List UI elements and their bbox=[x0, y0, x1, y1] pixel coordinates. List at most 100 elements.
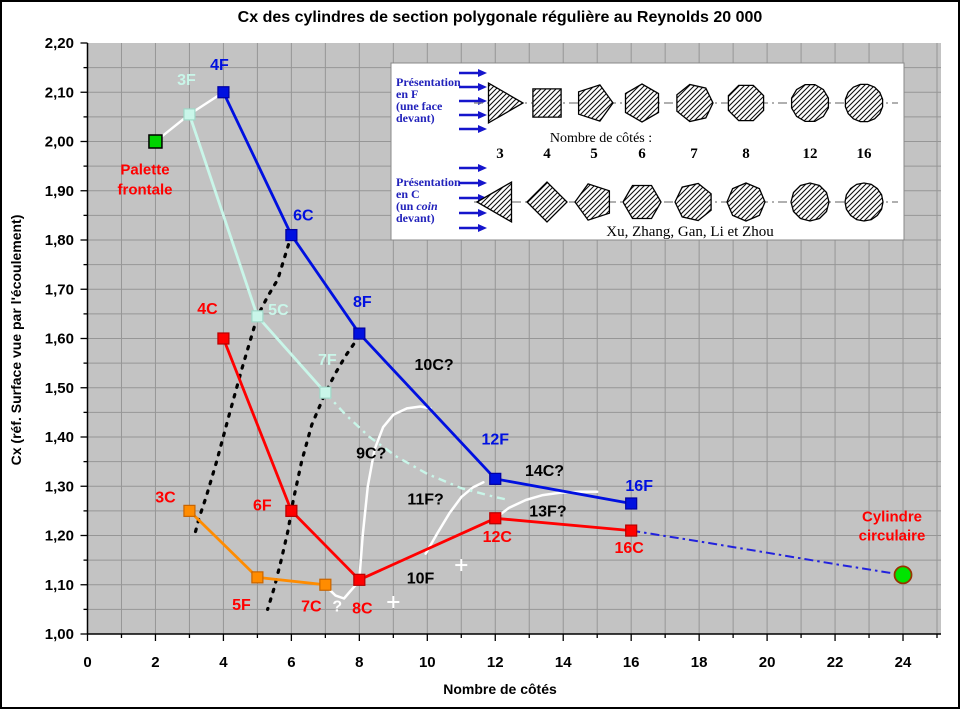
y-tick-labels: 2,20 2,10 2,00 1,90 1,80 1,70 1,60 1,50 1,40 1,30… bbox=[45, 35, 74, 643]
annotation-?: ? bbox=[332, 598, 342, 615]
chart-title: Cx des cylindres de section polygonale r… bbox=[237, 9, 763, 26]
label-3F: 3F bbox=[177, 72, 196, 89]
label-16C: 16C bbox=[615, 540, 645, 557]
label-5C: 5C bbox=[268, 302, 289, 319]
inset-f-label-line: devant) bbox=[396, 111, 435, 125]
x-tick-label: 12 bbox=[487, 654, 504, 671]
marker-3F bbox=[183, 108, 196, 121]
y-tick-label: 1,30 bbox=[45, 478, 74, 495]
series-markers-blue-main bbox=[217, 86, 638, 510]
marker-8C bbox=[353, 573, 366, 586]
inset-side-count: 12 bbox=[803, 146, 818, 162]
marker-16F bbox=[625, 497, 638, 510]
flow-arrow-icon bbox=[459, 83, 487, 91]
series-labels-pale-cyan: 3F 5C 7F bbox=[177, 72, 337, 369]
flow-arrow-icon bbox=[459, 209, 487, 217]
series-labels-red-main: 4C 6F 8C 12C 16C bbox=[197, 301, 644, 617]
label-6C: 6C bbox=[293, 208, 314, 225]
inset-f-label-line: Présentation bbox=[396, 75, 461, 89]
y-tick-label: 1,90 bbox=[45, 183, 74, 200]
y-tick-label: 1,40 bbox=[45, 429, 74, 446]
annotation-10C?: 10C? bbox=[415, 357, 454, 374]
polygon-6-sides-C-icon bbox=[622, 184, 662, 220]
annotation-14C?: 14C? bbox=[525, 463, 564, 480]
polygon-12-sides-F-icon bbox=[790, 83, 830, 123]
label-7C: 7C bbox=[301, 598, 322, 615]
inset-f-label-line: en F bbox=[396, 87, 418, 101]
label-3C: 3C bbox=[155, 489, 176, 506]
axis-ticks bbox=[80, 42, 938, 641]
x-tick-label: 0 bbox=[83, 654, 91, 671]
label-5F: 5F bbox=[232, 597, 251, 614]
label-8F: 8F bbox=[353, 294, 372, 311]
x-tick-label: 20 bbox=[759, 654, 776, 671]
y-tick-label: 2,10 bbox=[45, 84, 74, 101]
marker-3C bbox=[183, 504, 196, 517]
y-tick-label: 1,50 bbox=[45, 380, 74, 397]
series-markers-red-main bbox=[217, 332, 638, 586]
y-axis-title: Cx (réf. Surface vue par l'écoulement) bbox=[8, 214, 24, 466]
polygon-3-sides-F-icon bbox=[487, 81, 525, 125]
series-markers-orange bbox=[183, 504, 332, 591]
label-6F: 6F bbox=[253, 497, 272, 514]
palette-frontale-label: Palette bbox=[120, 162, 169, 179]
label-12C: 12C bbox=[483, 529, 513, 546]
label-7F: 7F bbox=[318, 352, 337, 369]
x-tick-label: 16 bbox=[623, 654, 640, 671]
polygon-7-sides-F-icon bbox=[676, 83, 714, 123]
y-tick-label: 1,80 bbox=[45, 232, 74, 249]
inset-side-count: 8 bbox=[742, 146, 750, 162]
polygon-5-sides-F-icon bbox=[577, 84, 614, 122]
x-tick-label: 22 bbox=[827, 654, 844, 671]
special-point-cylindre-circulaire: Cylindre circulaire bbox=[859, 509, 925, 585]
annotation-13F?: 13F? bbox=[529, 503, 566, 520]
marker-6F bbox=[285, 504, 298, 517]
x-tick-labels: 0 2 4 6 8 10 12 14 16 18 20 22 24 bbox=[83, 654, 912, 671]
polygon-8-sides-C-icon bbox=[726, 182, 766, 222]
inset-side-count: 3 bbox=[496, 146, 504, 162]
marker-7C bbox=[319, 578, 332, 591]
marker-16C bbox=[625, 524, 638, 537]
annotation-10F: 10F bbox=[407, 570, 435, 587]
polygon-16-sides-C-icon bbox=[844, 182, 884, 222]
polygon-12-sides-C-icon bbox=[790, 182, 830, 222]
series-labels-orange: 3C 5F 7C bbox=[155, 489, 322, 615]
annotation-9C?: 9C? bbox=[356, 446, 386, 463]
polygon-8-sides-F-icon bbox=[727, 84, 765, 122]
plus-marker-1 bbox=[387, 595, 400, 608]
label-12F: 12F bbox=[481, 431, 509, 448]
x-tick-label: 8 bbox=[355, 654, 363, 671]
flow-arrow-icon bbox=[459, 179, 487, 187]
polygon-5-sides-C-icon bbox=[574, 183, 611, 221]
cylindre-circulaire-marker bbox=[893, 565, 913, 585]
polygon-7-sides-C-icon bbox=[674, 182, 712, 222]
inset-side-count: 7 bbox=[690, 146, 698, 162]
palette-frontale-label: frontale bbox=[117, 182, 172, 199]
x-tick-label: 18 bbox=[691, 654, 708, 671]
inset-side-count: 4 bbox=[543, 146, 551, 162]
palette-frontale-marker bbox=[148, 134, 163, 149]
marker-7F bbox=[319, 386, 332, 399]
x-tick-label: 10 bbox=[419, 654, 436, 671]
inset-citation: Xu, Zhang, Gan, Li et Zhou bbox=[606, 224, 774, 240]
inset-c-label-line: en C bbox=[396, 187, 420, 201]
inset-f-label-line: (une face bbox=[396, 99, 443, 113]
inset-side-count: 16 bbox=[857, 146, 873, 162]
polygon-4-sides-C-icon bbox=[526, 181, 568, 223]
y-tick-label: 1,10 bbox=[45, 577, 74, 594]
flow-arrow-icon bbox=[459, 164, 487, 172]
polygon-6-sides-F-icon bbox=[624, 83, 660, 123]
series-markers-pale-cyan bbox=[183, 108, 332, 399]
marker-12C bbox=[489, 512, 502, 525]
x-tick-label: 4 bbox=[219, 654, 228, 671]
plus-marker-2 bbox=[455, 559, 468, 572]
marker-5C bbox=[251, 310, 264, 323]
flow-arrow-icon bbox=[459, 111, 487, 119]
label-4F: 4F bbox=[210, 57, 229, 74]
marker-4C bbox=[217, 332, 230, 345]
cylindre-circulaire-label: Cylindre bbox=[862, 509, 922, 526]
series-labels-blue-main: 4F 6C 8F 12F 16F bbox=[210, 57, 653, 495]
